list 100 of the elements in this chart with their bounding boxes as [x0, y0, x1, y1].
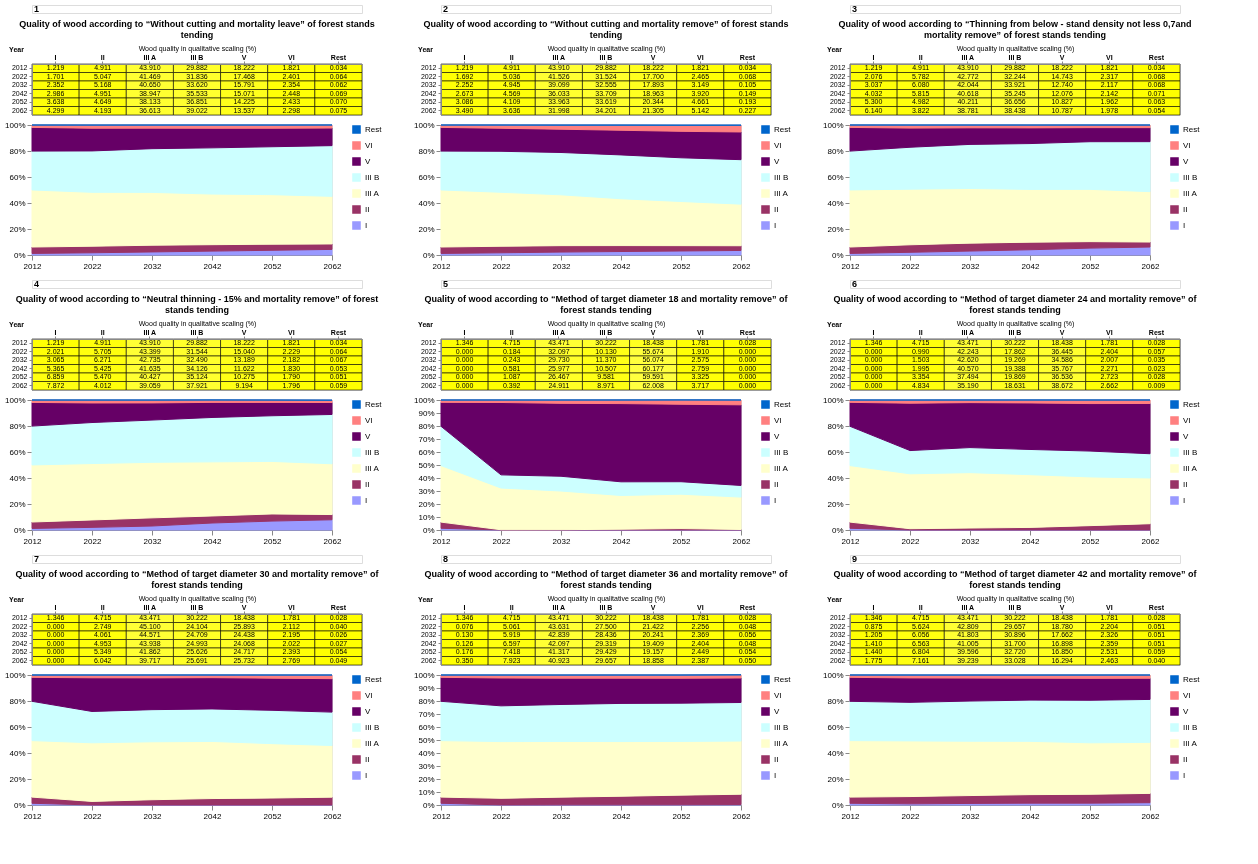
- y-tick-label: 100%: [414, 395, 435, 405]
- y-tick-label: 80%: [9, 421, 26, 431]
- legend-label: II: [774, 754, 779, 764]
- legend-label: V: [365, 156, 371, 166]
- legend-label: V: [774, 156, 780, 166]
- legend-label: III B: [1183, 722, 1198, 732]
- legend-label: Rest: [365, 399, 383, 409]
- x-tick-label: 2062: [732, 261, 751, 271]
- legend-label: III B: [774, 172, 789, 182]
- x-tick-label: 2052: [1081, 811, 1100, 821]
- legend-label: Rest: [365, 674, 383, 684]
- x-tick-label: 2052: [263, 536, 282, 546]
- y-tick-label: 10%: [418, 512, 435, 522]
- legend-label: III A: [365, 738, 380, 748]
- x-tick-label: 2012: [841, 811, 860, 821]
- y-tick-label: 0%: [831, 250, 844, 260]
- x-tick-label: 2022: [492, 811, 511, 821]
- legend-label: I: [365, 770, 368, 780]
- y-tick-label: 40%: [9, 198, 26, 208]
- y-tick-label: 100%: [414, 120, 435, 130]
- chart-title: Quality of wood according to “Method of target diameter 30 and mortality remove” of forest stands tending: [15, 569, 380, 590]
- y-tick-label: 80%: [827, 696, 844, 706]
- legend-label: V: [1183, 706, 1189, 716]
- legend-label: VI: [774, 415, 782, 425]
- legend-label: III A: [774, 188, 789, 198]
- y-tick-label: 50%: [418, 460, 435, 470]
- x-tick-label: 2032: [552, 536, 571, 546]
- y-tick-label: 80%: [418, 696, 435, 706]
- x-tick-label: 2022: [901, 261, 920, 271]
- y-tick-label: 60%: [418, 722, 435, 732]
- x-tick-label: 2032: [143, 261, 162, 271]
- legend-label: I: [774, 495, 777, 505]
- legend-label: VI: [365, 415, 373, 425]
- legend-label: III B: [365, 172, 380, 182]
- legend-label: VI: [365, 140, 373, 150]
- legend-label: I: [365, 495, 368, 505]
- y-tick-label: 20%: [9, 774, 26, 784]
- x-tick-label: 2042: [1021, 811, 1040, 821]
- legend-label: III B: [365, 722, 380, 732]
- legend-label: Rest: [774, 399, 792, 409]
- y-tick-label: 70%: [418, 434, 435, 444]
- y-tick-label: 0%: [13, 525, 26, 535]
- legend-label: II: [1183, 204, 1188, 214]
- legend-label: III A: [365, 463, 380, 473]
- y-tick-label: 60%: [418, 447, 435, 457]
- x-tick-label: 2042: [1021, 536, 1040, 546]
- y-tick-label: 100%: [823, 395, 844, 405]
- x-tick-label: 2042: [203, 536, 222, 546]
- y-tick-label: 20%: [827, 499, 844, 509]
- y-tick-label: 100%: [823, 670, 844, 680]
- text: 8: [443, 554, 449, 564]
- legend-label: III A: [774, 738, 789, 748]
- y-tick-label: 80%: [9, 696, 26, 706]
- y-tick-label: 30%: [418, 761, 435, 771]
- y-tick-label: 100%: [823, 120, 844, 130]
- x-tick-label: 2012: [841, 261, 860, 271]
- y-tick-label: 90%: [418, 408, 435, 418]
- x-tick-label: 2032: [961, 536, 980, 546]
- legend-label: Rest: [1183, 399, 1201, 409]
- x-tick-label: 2022: [83, 261, 102, 271]
- y-tick-label: 40%: [827, 748, 844, 758]
- x-tick-label: 2022: [492, 261, 511, 271]
- y-tick-label: 40%: [827, 198, 844, 208]
- y-tick-label: 0%: [13, 800, 26, 810]
- y-tick-label: 40%: [418, 748, 435, 758]
- legend-label: V: [365, 431, 371, 441]
- legend-label: VI: [1183, 140, 1191, 150]
- legend-label: VI: [774, 140, 782, 150]
- legend-label: I: [774, 220, 777, 230]
- x-tick-label: 2042: [612, 536, 631, 546]
- x-tick-label: 2052: [1081, 261, 1100, 271]
- y-tick-label: 100%: [414, 670, 435, 680]
- x-tick-label: 2062: [323, 261, 342, 271]
- x-tick-label: 2032: [552, 261, 571, 271]
- y-tick-label: 90%: [418, 683, 435, 693]
- legend-label: III A: [365, 188, 380, 198]
- y-tick-label: 20%: [418, 499, 435, 509]
- legend-label: VI: [1183, 415, 1191, 425]
- x-tick-label: 2012: [432, 536, 451, 546]
- x-tick-label: 2022: [901, 536, 920, 546]
- x-tick-label: 2062: [1141, 536, 1160, 546]
- y-tick-label: 0%: [831, 525, 844, 535]
- y-tick-label: 50%: [418, 735, 435, 745]
- x-tick-label: 2042: [612, 261, 631, 271]
- text: 4: [34, 279, 40, 289]
- y-tick-label: 0%: [422, 800, 435, 810]
- y-tick-label: 20%: [827, 224, 844, 234]
- y-tick-label: 40%: [9, 748, 26, 758]
- x-tick-label: 2022: [83, 536, 102, 546]
- x-tick-label: 2022: [83, 811, 102, 821]
- chart-title: Quality of wood according to “Without cutting and mortality remove” of forest stands tending: [423, 19, 789, 40]
- legend-label: II: [774, 479, 779, 489]
- y-tick-label: 60%: [418, 172, 435, 182]
- legend-label: VI: [1183, 690, 1191, 700]
- chart-title: Quality of wood according to “Thinning from below - stand density not less 0,7and mortality remove” of forest stands tending: [838, 19, 1192, 40]
- x-tick-label: 2022: [492, 536, 511, 546]
- legend-label: III A: [774, 463, 789, 473]
- legend-label: II: [1183, 754, 1188, 764]
- legend-label: I: [1183, 495, 1186, 505]
- x-tick-label: 2032: [552, 811, 571, 821]
